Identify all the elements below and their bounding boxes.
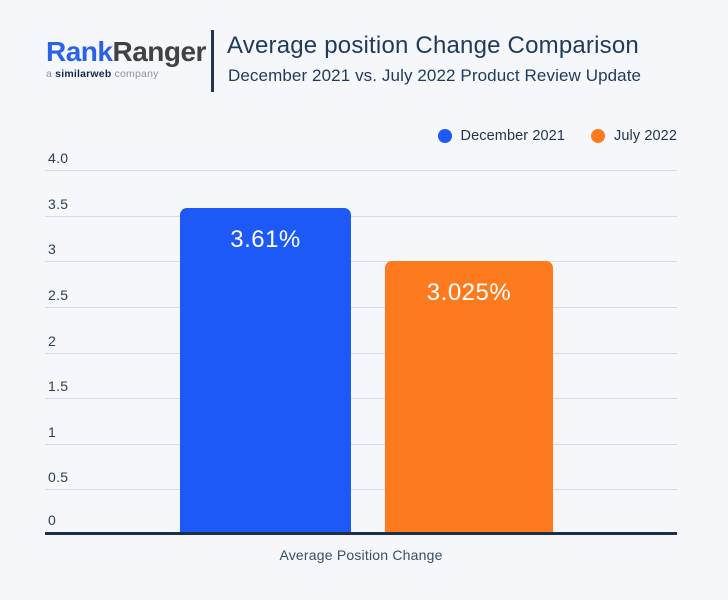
legend-label: July 2022 [614, 128, 677, 144]
bar-july-2022: 3.025% [385, 261, 553, 535]
y-tick-label: 4.0 [48, 150, 69, 166]
rankranger-logo: RankRanger a similarweb company [46, 38, 206, 80]
gridline [45, 398, 677, 400]
bar-value-label: 3.61% [230, 226, 301, 253]
y-tick-label: 3 [48, 241, 57, 258]
tagline-suffix: company [111, 68, 159, 80]
header-divider [211, 30, 214, 92]
bar-december-2021: 3.61% [180, 208, 351, 535]
logo-ranger-text: Ranger [112, 36, 206, 67]
y-tick-label: 0 [48, 512, 57, 528]
gridline [45, 443, 677, 445]
tagline-brand: similarweb [55, 68, 112, 80]
x-axis-label: Average Position Change [279, 547, 443, 563]
page-subtitle: December 2021 vs. July 2022 Product Revi… [228, 66, 642, 85]
y-tick-label: 1 [48, 423, 57, 440]
logo-rank-text: Rank [46, 36, 113, 67]
gridline [45, 306, 677, 308]
legend-label: December 2021 [460, 128, 566, 144]
plot-area: 4.0 3.5 3 2.5 2 1.5 1 0.5 0 3.61% 3.025% [45, 150, 677, 535]
similarweb-tagline: a similarweb company [46, 69, 206, 80]
y-tick-label: 2.5 [48, 286, 69, 303]
tagline-prefix: a [46, 68, 56, 80]
gridline [45, 261, 677, 263]
gridline [45, 170, 677, 171]
gridline [45, 489, 677, 491]
y-tick-label: 1.5 [48, 378, 69, 395]
rankranger-logo-wordmark: RankRanger [46, 38, 206, 66]
legend-item-december-2021: December 2021 [437, 128, 566, 144]
gridline [45, 215, 677, 217]
legend-dot-blue-icon [437, 129, 452, 143]
legend-item-july-2022: July 2022 [591, 128, 677, 144]
y-tick-label: 2 [48, 332, 57, 349]
legend-dot-orange-icon [591, 129, 606, 143]
bar-value-label: 3.025% [426, 279, 512, 306]
y-tick-label: 3.5 [48, 195, 69, 212]
x-axis-line [45, 532, 677, 535]
gridline [45, 352, 677, 354]
y-tick-label: 0.5 [48, 469, 69, 486]
chart-legend: December 2021 July 2022 [437, 128, 677, 144]
page-title: Average position Change Comparison [227, 32, 639, 59]
